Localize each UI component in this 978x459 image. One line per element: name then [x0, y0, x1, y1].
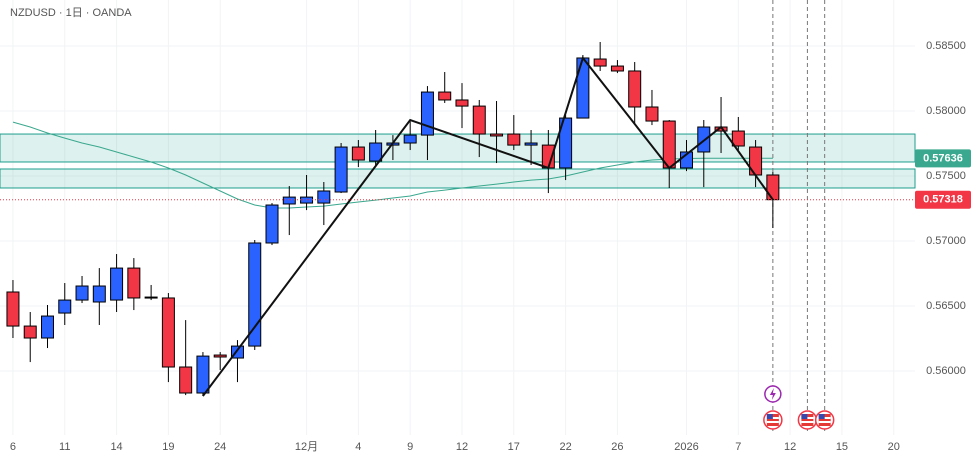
candle-body	[593, 58, 607, 67]
candle-body	[127, 267, 141, 299]
x-tick-label: 12	[456, 441, 468, 453]
flag-icon	[818, 414, 825, 419]
zone	[0, 168, 916, 189]
candle-body	[524, 142, 538, 146]
x-tick-label: 20	[888, 441, 900, 453]
candle-body	[420, 91, 434, 136]
candle-body	[75, 285, 89, 301]
flag-icon	[801, 414, 808, 419]
x-tick-label: 6	[10, 441, 16, 453]
candle-body	[230, 345, 244, 359]
candle-body	[610, 65, 624, 72]
x-tick-label: 15	[836, 441, 848, 453]
x-tick-label: 12	[784, 441, 796, 453]
x-tick-label: 26	[611, 441, 623, 453]
y-tick-label: 0.58000	[926, 105, 966, 117]
candle-body	[196, 355, 210, 394]
candle-body	[58, 299, 72, 314]
candle-body	[507, 133, 521, 146]
y-tick-label: 0.56000	[926, 365, 966, 377]
candle-body	[282, 196, 296, 205]
candle-body	[438, 91, 452, 101]
x-tick-label: 14	[110, 441, 122, 453]
candle-body	[40, 315, 54, 339]
candle-body	[559, 117, 573, 169]
moving-average	[12, 121, 773, 209]
overlay-layer: 0.56000 0.56500 0.57000 0.57500 0.58000 0.585…	[0, 40, 971, 453]
x-tick-label: 19	[162, 441, 174, 453]
candle-body	[213, 354, 227, 358]
candle-body	[334, 146, 348, 193]
plot-layer	[6, 41, 780, 396]
candle-body	[161, 297, 175, 368]
candle-body	[628, 70, 642, 108]
candle-body	[92, 285, 106, 303]
ma-price-box	[915, 149, 971, 168]
candle-body	[472, 105, 486, 135]
flag-icon	[801, 421, 814, 423]
flag-icon	[766, 421, 779, 423]
event-icon	[769, 388, 776, 400]
candle-body	[23, 325, 37, 339]
x-tick-label: 11	[59, 441, 70, 453]
y-tick-label: 0.57000	[926, 235, 966, 247]
x-tick-label: 2026	[674, 441, 698, 453]
candle-body	[265, 204, 279, 244]
candle-body	[576, 57, 590, 119]
zone	[0, 133, 916, 163]
candle-body	[317, 190, 331, 204]
candle-body	[490, 133, 504, 137]
candle-body	[455, 99, 469, 107]
flag-icon	[818, 421, 831, 423]
x-tick-label: 7	[735, 441, 741, 453]
candle-body	[248, 242, 262, 347]
candle-body	[351, 146, 365, 161]
candle-body	[766, 174, 780, 201]
candle-body	[662, 120, 676, 169]
flag-icon	[766, 414, 773, 419]
candle-body	[110, 267, 124, 301]
candle-body	[645, 106, 659, 122]
zigzag-line	[202, 55, 774, 397]
y-tick-label: 0.58500	[926, 40, 966, 52]
x-tick-label: 22	[559, 441, 571, 453]
candle-body	[731, 130, 745, 147]
candle-body	[369, 142, 383, 162]
ma-price-label: 0.57636	[923, 152, 963, 164]
x-tick-label: 24	[214, 441, 226, 453]
candle-body	[179, 366, 193, 394]
y-tick-label: 0.56500	[926, 300, 966, 312]
x-tick-label: 4	[355, 441, 361, 453]
x-tick-label: 9	[407, 441, 413, 453]
candle-body	[6, 291, 20, 327]
last-price-label: 0.57318	[923, 194, 963, 206]
candle-body	[144, 296, 158, 299]
x-tick-label: 17	[508, 441, 520, 453]
grid-layer	[0, 0, 916, 435]
x-tick-label: 12月	[295, 441, 318, 453]
y-tick-label: 0.57500	[926, 170, 966, 182]
candle-body	[403, 134, 417, 144]
chart-title: NZDUSD · 1日 · OANDA	[10, 7, 132, 19]
last-price-box	[915, 190, 971, 209]
